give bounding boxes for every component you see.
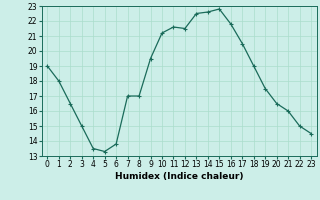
X-axis label: Humidex (Indice chaleur): Humidex (Indice chaleur) [115, 172, 244, 181]
